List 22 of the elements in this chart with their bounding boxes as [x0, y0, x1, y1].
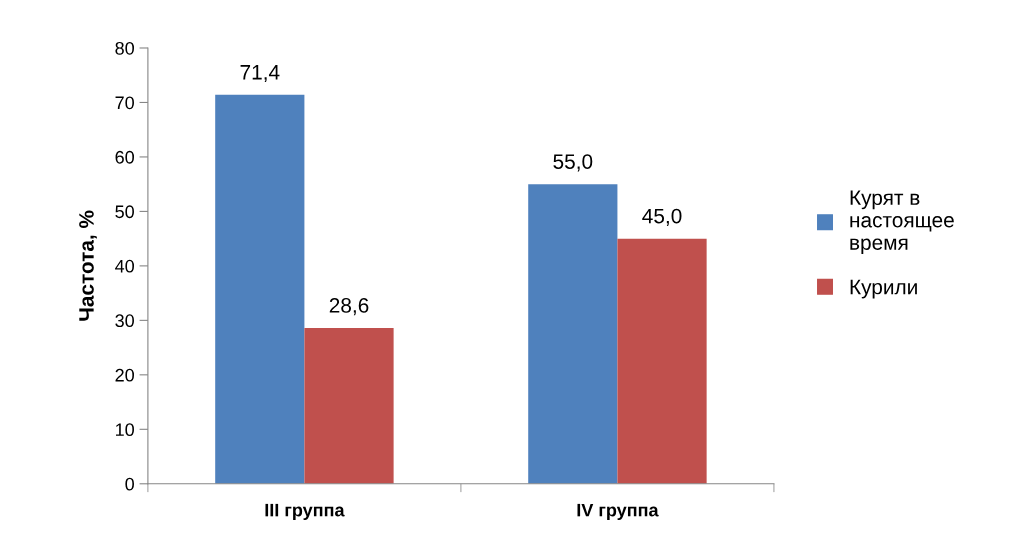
legend-label: Курят в настоящее время — [850, 190, 954, 255]
x-tick-label: III группа — [265, 503, 345, 521]
bar — [304, 327, 394, 484]
bar — [617, 238, 707, 484]
y-tick-label: 0 — [125, 477, 134, 491]
data-label: 45,0 — [642, 208, 682, 226]
data-label: 71,4 — [240, 65, 280, 83]
y-tick-label: 20 — [115, 368, 134, 382]
data-label: 55,0 — [553, 154, 593, 172]
y-tick-label: 70 — [115, 96, 134, 110]
y-tick-label: 50 — [115, 205, 134, 219]
bar — [528, 184, 618, 484]
y-tick-label: 10 — [116, 423, 134, 437]
x-tick-label: IV группа — [577, 503, 659, 521]
y-tick-label: 60 — [115, 150, 134, 164]
data-label: 28,6 — [329, 298, 369, 316]
y-tick-label: 80 — [115, 41, 134, 55]
bar — [215, 94, 305, 484]
y-axis-title: Частота, % — [79, 210, 97, 321]
y-tick-label: 40 — [115, 259, 134, 273]
legend-label: Курили — [850, 279, 917, 299]
y-tick-label: 30 — [115, 314, 134, 328]
